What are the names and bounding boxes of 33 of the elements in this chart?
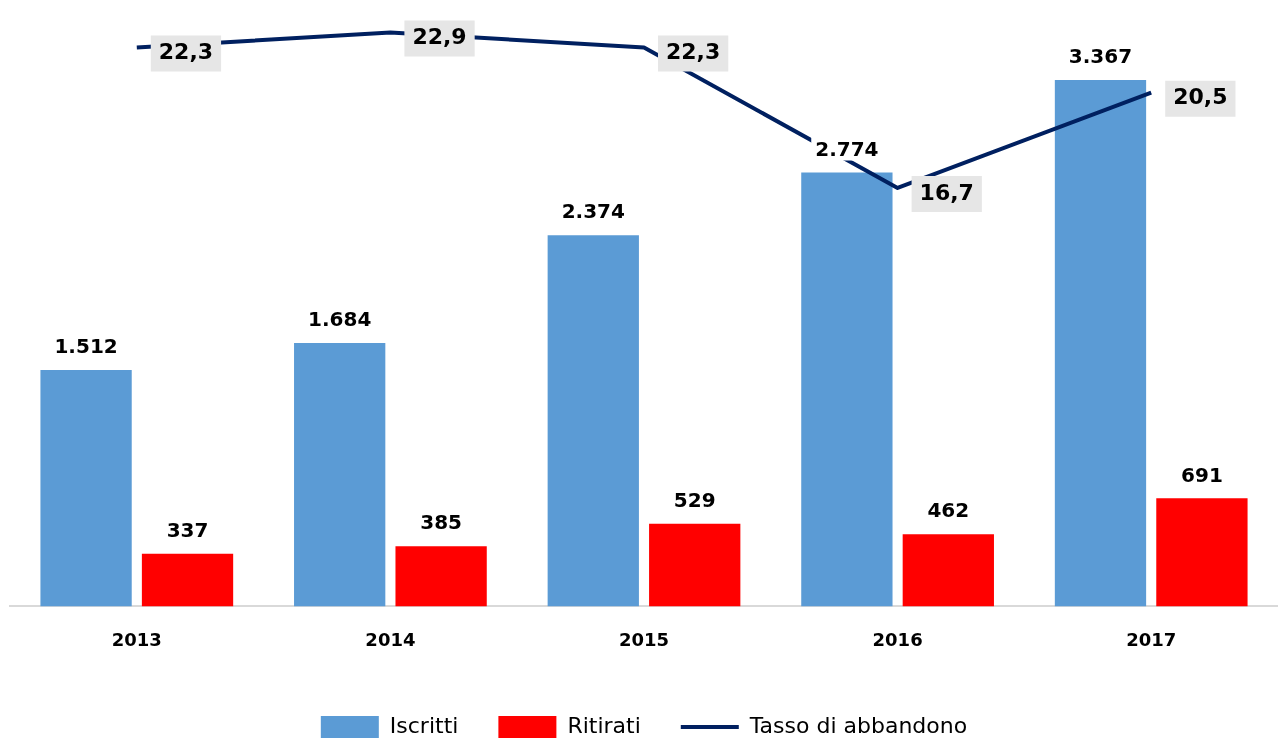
bar	[1054, 79, 1147, 607]
data-label: 385	[420, 510, 462, 535]
data-label: 691	[1181, 462, 1223, 487]
x-tick-label: 2017	[1126, 628, 1177, 650]
bar	[1156, 498, 1248, 607]
data-label: 22,3	[158, 39, 214, 65]
legend-label: Ritirati	[567, 712, 641, 738]
bar	[40, 369, 132, 607]
data-label: 462	[927, 498, 970, 523]
data-label: 1.512	[54, 334, 118, 359]
data-label: 3.367	[1068, 44, 1133, 69]
x-tick-label: 2016	[872, 628, 923, 650]
data-label: 20,5	[1173, 84, 1228, 110]
bar	[649, 523, 741, 607]
data-label: 22,9	[412, 24, 467, 50]
data-label: 529	[673, 487, 716, 512]
bar	[395, 546, 487, 607]
data-label: 16,7	[919, 179, 974, 205]
legend-label: Tasso di abbandono	[748, 712, 968, 738]
data-label: 1.684	[308, 307, 372, 332]
bar	[547, 235, 639, 607]
bar	[141, 553, 234, 607]
x-tick-label: 2014	[365, 628, 416, 650]
legend-label: Iscritti	[389, 712, 459, 738]
data-label: 337	[166, 517, 209, 542]
x-tick-label: 2015	[618, 628, 670, 650]
data-label: 2.374	[561, 199, 625, 224]
data-label: 2.774	[815, 136, 879, 161]
bar	[902, 534, 994, 607]
bar	[801, 172, 893, 607]
data-label: 22,3	[666, 39, 721, 65]
x-tick-label: 2013	[111, 628, 162, 650]
bar	[294, 343, 386, 607]
